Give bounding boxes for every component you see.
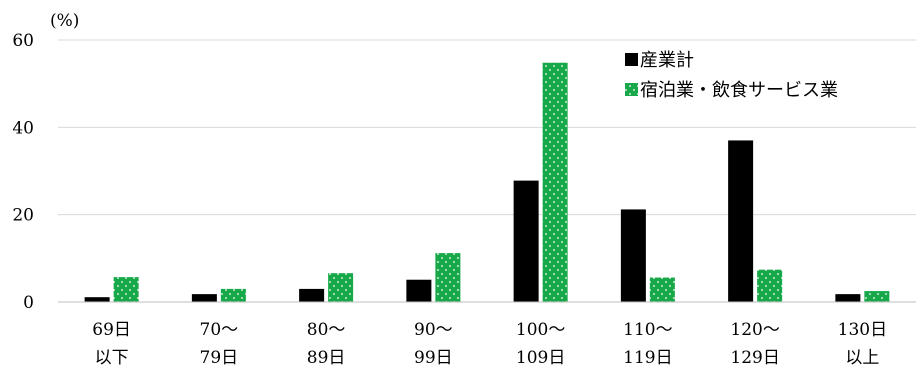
legend-swatch-1 [625, 83, 638, 96]
bar-hospitality-0 [113, 277, 139, 302]
x-tick-label: 80～ [307, 320, 346, 340]
bar-hospitality-7 [864, 291, 890, 302]
bar-hospitality-5 [649, 277, 675, 302]
x-tick-label: 109日 [516, 348, 565, 368]
y-axis-unit-label: (%) [50, 11, 79, 31]
bar-industry-total-6 [728, 140, 754, 302]
x-tick-label: 以下 [95, 348, 129, 368]
bar-hospitality-4 [542, 62, 568, 302]
x-tick-label: 90～ [414, 320, 453, 340]
bar-hospitality-1 [220, 288, 246, 302]
legend-swatch-0 [625, 53, 638, 66]
bar-industry-total-5 [620, 209, 646, 302]
bar-hospitality-2 [328, 273, 354, 302]
bars [84, 62, 890, 302]
x-tick-label: 以上 [845, 348, 879, 368]
legend-label-1: 宿泊業・飲食サービス業 [640, 80, 838, 101]
bar-hospitality-6 [757, 269, 783, 302]
y-tick-label: 60 [12, 31, 34, 51]
y-tick-label: 40 [12, 118, 34, 138]
x-tick-label: 130日 [838, 320, 887, 340]
x-tick-label: 79日 [200, 348, 239, 368]
bar-industry-total-7 [835, 294, 861, 302]
x-tick-label: 99日 [414, 348, 453, 368]
x-tick-label: 70～ [200, 320, 239, 340]
x-tick-label: 100～ [516, 320, 565, 340]
bar-industry-total-4 [513, 180, 539, 302]
bar-industry-total-3 [406, 279, 432, 302]
legend-label-0: 産業計 [640, 50, 694, 71]
x-tick-label: 110～ [623, 320, 672, 340]
bar-industry-total-2 [299, 288, 325, 302]
x-tick-label: 129日 [730, 348, 779, 368]
x-tick-label: 89日 [307, 348, 346, 368]
y-axis: 0 20 40 60 [12, 31, 34, 313]
y-tick-label: 20 [12, 206, 34, 226]
x-tick-label: 119日 [623, 348, 672, 368]
bar-industry-total-1 [191, 294, 217, 302]
y-tick-label: 0 [23, 293, 34, 313]
x-tick-label: 120～ [730, 320, 779, 340]
bar-industry-total-0 [84, 297, 110, 302]
bar-hospitality-3 [435, 253, 461, 302]
x-tick-label: 69日 [92, 320, 131, 340]
